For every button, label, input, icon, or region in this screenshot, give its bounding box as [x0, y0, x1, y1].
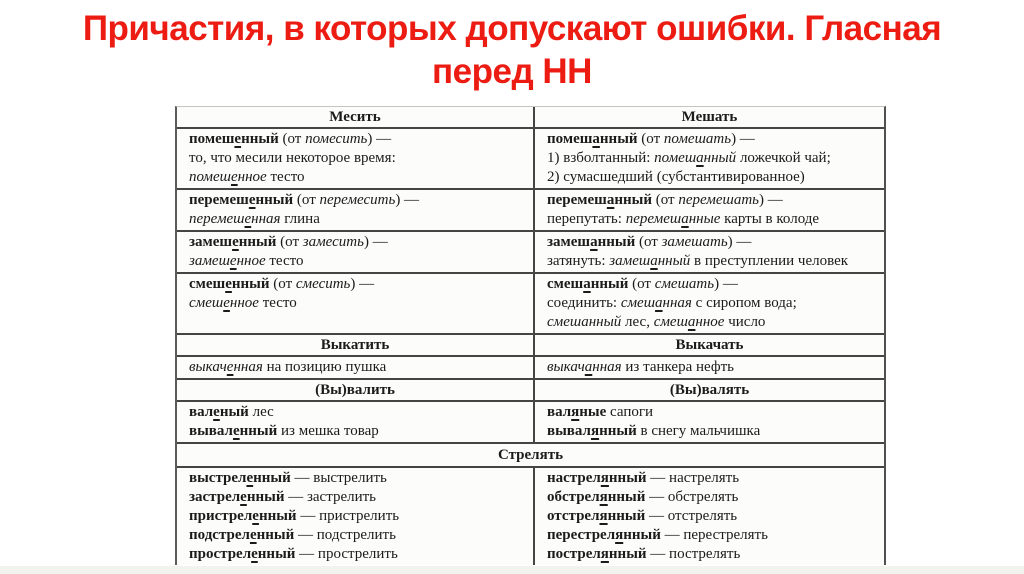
table-text-line: пострелянный — пострелять — [547, 546, 741, 562]
table-cell-left: выстреленный — выстрелить застреленный — … — [177, 468, 533, 565]
table-row: выстреленный — выстрелить застреленный — … — [177, 468, 884, 565]
table-text-line: перемешенный (от перемесить) — — [189, 192, 420, 208]
table-text-line: то, что месили некоторое время: — [189, 150, 396, 166]
table-cell-right: валяные сапоги вывалянный в снегу мальчиш… — [533, 402, 884, 442]
column-header-left: (Вы)валить — [315, 382, 395, 398]
table-text-line: отстрелянный — отстрелять — [547, 508, 738, 524]
table-text-line: настрелянный — настрелять — [547, 470, 740, 486]
section-header: Стрелять — [497, 447, 564, 463]
table-cell-right: замешанный (от замешать) — затянуть: заме… — [533, 232, 884, 272]
table-text-line: смешенный (от смесить) — — [189, 276, 375, 292]
table-text-line: перестрелянный — перестрелять — [547, 527, 768, 543]
table-text-line: затянуть: замешанный в преступлении чело… — [547, 253, 849, 269]
table-cell-right: помешанный (от помешать) — 1) взболтанный… — [533, 129, 884, 188]
page-title-line2: перед НН — [432, 52, 592, 91]
table-row: валеный лес вываленный из мешка товар валя… — [177, 402, 884, 444]
table-row: смешенный (от смесить) — смешенное тесто с… — [177, 274, 884, 335]
table-text-line: пристреленный — пристрелить — [189, 508, 400, 524]
table-text-line: смешанный лес, смешанное число — [547, 314, 766, 330]
table-cell-left: перемешенный (от перемесить) — перемешенн… — [177, 190, 533, 230]
table-text-line: подстреленный — подстрелить — [189, 527, 396, 543]
table-text-line: помешенное тесто — [189, 169, 305, 185]
table-cell-left: выкаченная на позицию пушка — [177, 357, 533, 378]
table-cell-right: смешанный (от смешать) — соединить: смеша… — [533, 274, 884, 333]
table-text-line: 2) сумасшедший (субстантивированное) — [547, 169, 805, 185]
table-text-line: выкаченная на позицию пушка — [189, 359, 387, 375]
table-header-row: Выкатить Выкачать — [177, 335, 884, 357]
table-section-header-row: Стрелять — [177, 444, 884, 468]
table-text-line: перепутать: перемешанные карты в колоде — [547, 211, 820, 227]
table-text-line: замешенный (от замесить) — — [189, 234, 388, 250]
table-row: выкаченная на позицию пушка выкачанная из… — [177, 357, 884, 380]
table-text-line: валеный лес — [189, 404, 274, 420]
page-title-line1: Причастия, в которых допускают ошибки. Г… — [82, 9, 942, 48]
table-header-row: Месить Мешать — [177, 107, 884, 129]
table-text-line: валяные сапоги — [547, 404, 654, 420]
table-text-line: замешенное тесто — [189, 253, 304, 269]
column-header-right: Мешать — [533, 107, 884, 127]
table-cell-left: помешенный (от помесить) — то, что месили… — [177, 129, 533, 188]
table-text-line: застреленный — застрелить — [189, 489, 377, 505]
table-header-row: (Вы)валить (Вы)валять — [177, 380, 884, 402]
page-title: Причастия, в которых допускают ошибки. Г… — [0, 7, 1024, 93]
participle-table: Месить Мешать помешенный (от помесить) — то… — [175, 106, 886, 565]
column-header-right: (Вы)валять — [533, 380, 884, 400]
table-text-line: смешанный (от смешать) — — [547, 276, 738, 292]
table-text-line: смешенное тесто — [189, 295, 297, 311]
table-cell-right: перемешанный (от перемешать) — перепутать… — [533, 190, 884, 230]
column-header-left: Месить — [329, 109, 381, 125]
table-cell-left: валеный лес вываленный из мешка товар — [177, 402, 533, 442]
table-row: перемешенный (от перемесить) — перемешенн… — [177, 190, 884, 232]
table-text-line: выстреленный — выстрелить — [189, 470, 387, 486]
table-text-line: перемешенная глина — [189, 211, 320, 227]
table-cell-right: настрелянный — настрелять обстрелянный — … — [533, 468, 884, 565]
column-header-right: Выкачать — [533, 335, 884, 355]
table-cell-left: замешенный (от замесить) — замешенное тес… — [177, 232, 533, 272]
table-row: помешенный (от помесить) — то, что месили… — [177, 129, 884, 190]
table-text-line: вывалянный в снегу мальчишка — [547, 423, 761, 439]
column-header-left: Выкатить — [320, 337, 390, 353]
table-row: замешенный (от замесить) — замешенное тес… — [177, 232, 884, 274]
scan-bottom-edge — [0, 566, 1024, 574]
table-text-line: помешанный (от помешать) — — [547, 131, 755, 147]
table-text-line: обстрелянный — обстрелять — [547, 489, 739, 505]
table-cell-left: смешенный (от смесить) — смешенное тесто — [177, 274, 533, 333]
table-text-line: помешенный (от помесить) — — [189, 131, 392, 147]
table-text-line: перемешанный (от перемешать) — — [547, 192, 783, 208]
table-cell-right: выкачанная из танкера нефть — [533, 357, 884, 378]
table-text-line: замешанный (от замешать) — — [547, 234, 752, 250]
table-text-line: 1) взболтанный: помешанный ложечкой чай; — [547, 150, 831, 166]
table-text-line: простреленный — прострелить — [189, 546, 398, 562]
table-text-line: выкачанная из танкера нефть — [547, 359, 734, 375]
table-text-line: соединить: смешанная с сиропом вода; — [547, 295, 797, 311]
table-text-line: вываленный из мешка товар — [189, 423, 379, 439]
